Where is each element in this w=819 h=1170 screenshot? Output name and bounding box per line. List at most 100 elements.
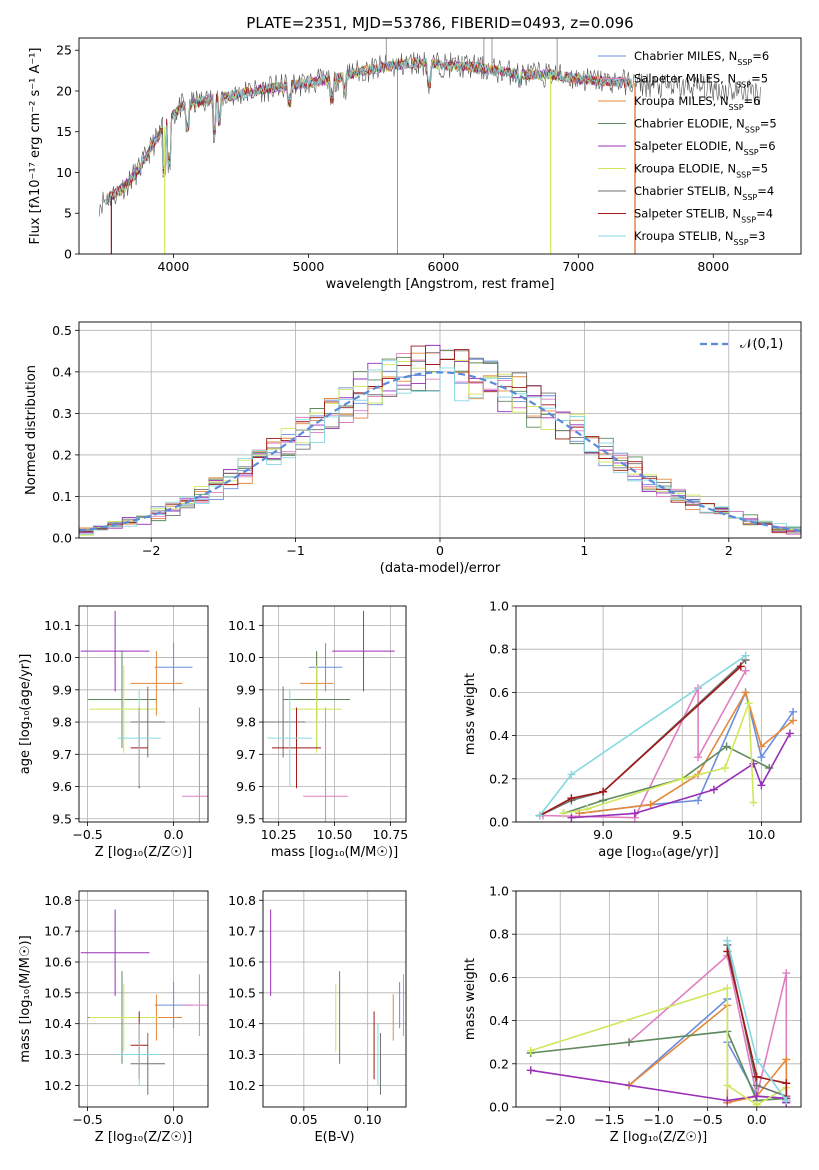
y-tick-label: 9.5 (52, 811, 72, 826)
y-axis-label: mass weight (463, 958, 478, 1040)
weight-marker (782, 969, 791, 978)
x-tick-label: 9.5 (672, 827, 692, 842)
x-tick-label: −2 (142, 543, 160, 558)
plot-area-spectrum (98, 38, 761, 254)
y-axis-label: mass weight (463, 673, 478, 755)
weight-marker (723, 1081, 732, 1090)
y-tick-label: 0.2 (489, 771, 509, 786)
x-axis-label: Z [log₁₀(Z/Z☉)] (95, 1130, 192, 1145)
weight-marker (599, 796, 608, 805)
x-tick-label: −1.5 (594, 1112, 624, 1127)
weight-marker (741, 666, 750, 675)
plot-area-z-weight (526, 936, 791, 1107)
weight-marker (678, 774, 687, 783)
weight-marker (526, 1066, 535, 1075)
x-axis-label: E(B-V) (314, 1130, 354, 1145)
y-tick-label: 0.4 (489, 1013, 509, 1028)
weight-marker (752, 1055, 761, 1064)
x-tick-label: 7000 (562, 259, 594, 274)
x-tick-label: 5000 (293, 259, 325, 274)
y-tick-label: 10.7 (44, 924, 72, 939)
weight-marker (752, 1092, 761, 1101)
figure-title: PLATE=2351, MJD=53786, FIBERID=0493, z=0… (246, 14, 633, 32)
weight-marker (723, 936, 732, 945)
plot-area-mass-age (263, 610, 395, 822)
weight-marker (752, 1100, 761, 1107)
model-kroupa-stelib (105, 57, 633, 205)
axes-frame (78, 605, 209, 823)
weight-marker (559, 809, 568, 818)
y-tick-label: 9.7 (236, 747, 256, 762)
y-tick-label: 0.2 (52, 447, 72, 462)
x-axis-label: Z [log₁₀(Z/Z☉)] (95, 845, 192, 860)
panel-age-weight: 9.0 9.5 10.0 0.0 0.2 0.4 0.6 0.8 1.0 age [log₁₀(a… (463, 599, 802, 860)
y-tick-label: 0.0 (489, 1100, 509, 1115)
y-tick-label: 9.6 (236, 779, 256, 794)
y-tick-label: 10 (56, 165, 72, 180)
weight-marker (736, 662, 745, 671)
x-tick-label: 0.10 (354, 1112, 382, 1127)
y-tick-label: 9.8 (52, 715, 72, 730)
y-tick-label: 20 (56, 83, 72, 98)
weight-marker (630, 809, 639, 818)
y-tick-label: 10.2 (44, 1078, 72, 1093)
axes-frame (262, 605, 407, 823)
plot-area-age-weight (535, 651, 798, 822)
legend-label: Chabrier ELODIE, NSSP=5 (634, 117, 777, 135)
axes-frame (78, 37, 802, 255)
y-tick-label: 0.8 (489, 642, 509, 657)
weight-marker (749, 798, 758, 807)
y-tick-label: 15 (56, 124, 72, 139)
weight-line (539, 665, 742, 817)
weight-marker (782, 1055, 791, 1064)
y-tick-label: 9.5 (236, 811, 256, 826)
panel-ebv-mass: 0.05 0.10 10.2 10.3 10.4 10.5 10.6 10.7 10.8 E(B-… (228, 890, 407, 1145)
y-tick-label: 10.2 (228, 1078, 256, 1093)
weight-marker (694, 753, 703, 762)
weight-marker (583, 805, 592, 814)
y-tick-label: 10.1 (44, 618, 72, 633)
y-tick-label: 9.8 (236, 715, 256, 730)
x-tick-label: 10.50 (317, 827, 353, 842)
y-tick-label: 10.3 (228, 1047, 256, 1062)
y-axis-label: Flux [fλ10⁻¹⁷ erg cm⁻² s⁻¹ A⁻¹] (28, 48, 43, 245)
y-tick-label: 10.8 (44, 893, 72, 908)
y-tick-label: 10.7 (228, 924, 256, 939)
x-axis-label: mass [log₁₀(M/M☉)] (271, 845, 398, 860)
plot-area-ebv-mass (270, 909, 404, 1095)
y-tick-label: 10.6 (228, 954, 256, 969)
y-tick-label: 0.1 (52, 489, 72, 504)
x-tick-label: 10.0 (747, 827, 775, 842)
y-axis-label: age [log₁₀(age/yr)] (18, 654, 33, 775)
plot-area-residuals (79, 344, 801, 538)
x-tick-label: −0.5 (72, 1112, 102, 1127)
legend-label: 𝒩(0,1) (740, 337, 783, 352)
x-tick-label: 1 (580, 543, 588, 558)
y-tick-label: 0.3 (52, 406, 72, 421)
weight-marker (782, 1079, 791, 1088)
legend-label: Chabrier STELIB, NSSP=4 (634, 184, 774, 202)
x-axis-label: age [log₁₀(age/yr)] (598, 845, 719, 860)
weight-marker (757, 742, 766, 751)
y-tick-label: 10.6 (44, 954, 72, 969)
weight-marker (785, 729, 794, 738)
y-tick-label: 10.0 (44, 650, 72, 665)
model-salpeter-miles (105, 57, 633, 205)
model-salpeter-elodie (105, 57, 633, 205)
y-tick-label: 10.0 (228, 650, 256, 665)
axes-frame (78, 321, 802, 539)
x-tick-label: 4000 (158, 259, 190, 274)
weight-marker (646, 800, 655, 809)
x-tick-label: −0.5 (692, 1112, 722, 1127)
weight-line (628, 1003, 788, 1104)
x-tick-label: 2 (725, 543, 733, 558)
weight-marker (526, 1046, 535, 1055)
weight-marker (535, 811, 544, 820)
legend-label: Kroupa ELODIE, NSSP=5 (634, 162, 768, 180)
plot-area-z-age (80, 610, 208, 822)
x-tick-label: 0.05 (290, 1112, 318, 1127)
panel-spectrum: 4000 5000 6000 7000 8000 0 5 10 15 20 25 wavelength… (28, 37, 802, 292)
weight-marker (723, 1096, 732, 1105)
weight-marker (744, 699, 753, 708)
legend-label: Chabrier MILES, NSSP=6 (634, 49, 769, 67)
